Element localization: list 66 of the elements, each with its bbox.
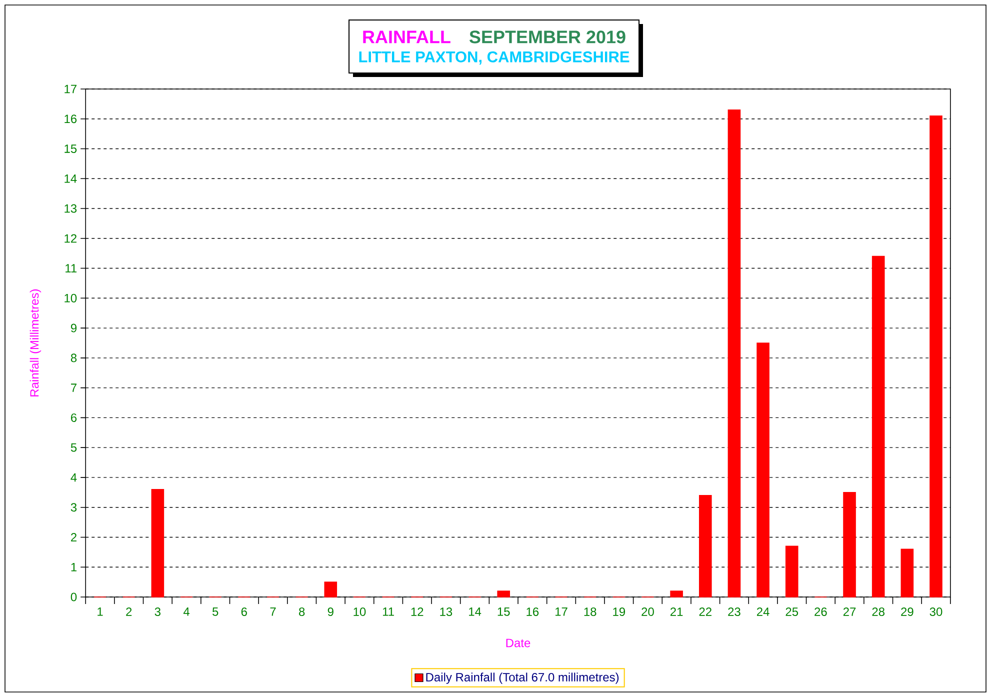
bar	[497, 590, 510, 598]
x-tick-label: 7	[270, 608, 276, 616]
x-tick-label: 16	[526, 608, 539, 616]
legend-label: Daily Rainfall (Total 67.0 millimetres)	[426, 672, 619, 684]
x-tick-label: 10	[354, 608, 366, 616]
bar	[785, 546, 798, 598]
y-tick-label: 1	[71, 562, 77, 572]
y-tick-label: 4	[70, 473, 77, 482]
bar	[930, 115, 942, 598]
x-axis-title: Date	[506, 638, 530, 648]
bar	[900, 548, 914, 598]
y-tick-label: 7	[71, 384, 76, 392]
x-tick-label: 15	[498, 608, 510, 616]
x-tick-label: 11	[382, 608, 394, 616]
bar	[698, 494, 712, 598]
bar	[151, 489, 164, 598]
x-tick-label: 29	[901, 608, 914, 616]
x-tick-label: 1	[98, 608, 103, 616]
chart-subtitle: SEPTEMBER 2019	[469, 30, 626, 44]
y-tick-label: 3	[70, 503, 77, 512]
y-tick-label: 10	[64, 294, 77, 302]
bar	[670, 590, 683, 598]
y-tick-label: 16	[64, 114, 77, 124]
x-tick-label: 2	[126, 608, 132, 616]
x-tick-label: 3	[154, 608, 160, 616]
bar	[756, 342, 770, 598]
x-tick-label: 28	[872, 608, 884, 616]
y-tick-label: 2	[71, 533, 76, 542]
y-tick-label: 12	[64, 234, 76, 243]
bar	[872, 256, 885, 598]
bar	[728, 110, 741, 598]
x-tick-label: 13	[440, 608, 452, 616]
x-tick-label: 8	[298, 608, 305, 616]
y-tick-label: 5	[70, 443, 77, 452]
x-tick-label: 4	[183, 608, 190, 616]
x-tick-label: 25	[786, 608, 798, 616]
y-tick-label: 15	[64, 144, 77, 153]
x-tick-label: 14	[469, 608, 482, 616]
y-tick-label: 6	[71, 413, 77, 422]
x-tick-label: 22	[699, 608, 712, 616]
y-tick-label: 11	[66, 264, 77, 272]
x-tick-label: 18	[584, 608, 596, 616]
y-axis-title: Rainfall (Millimetres)	[30, 289, 42, 396]
x-tick-label: 17	[555, 608, 568, 616]
x-tick-label: 30	[930, 608, 942, 616]
x-tick-label: 20	[642, 608, 654, 616]
x-tick-label: 26	[814, 608, 827, 616]
y-tick-label: 14	[64, 174, 77, 183]
x-tick-label: 27	[843, 608, 856, 616]
x-tick-label: 12	[411, 608, 424, 616]
x-tick-label: 23	[728, 608, 740, 616]
text: LITTLE PAXTON, CAMBRIDGESHIRE	[359, 51, 630, 65]
bar	[324, 582, 338, 598]
x-tick-label: 6	[241, 608, 247, 616]
x-tick-label: 19	[613, 608, 626, 616]
y-tick-label: 13	[64, 204, 77, 213]
y-tick-label: 0	[70, 592, 77, 602]
y-tick-label: 9	[70, 324, 77, 332]
y-tick-label: 8	[70, 354, 77, 362]
bar	[843, 492, 856, 598]
x-tick-label: 21	[670, 608, 683, 616]
x-tick-label: 5	[212, 608, 218, 616]
x-tick-label: 24	[756, 608, 770, 616]
chart-title: RAINFALL	[363, 30, 450, 44]
y-tick-label: 17	[64, 84, 76, 94]
x-tick-label: 9	[328, 608, 334, 616]
